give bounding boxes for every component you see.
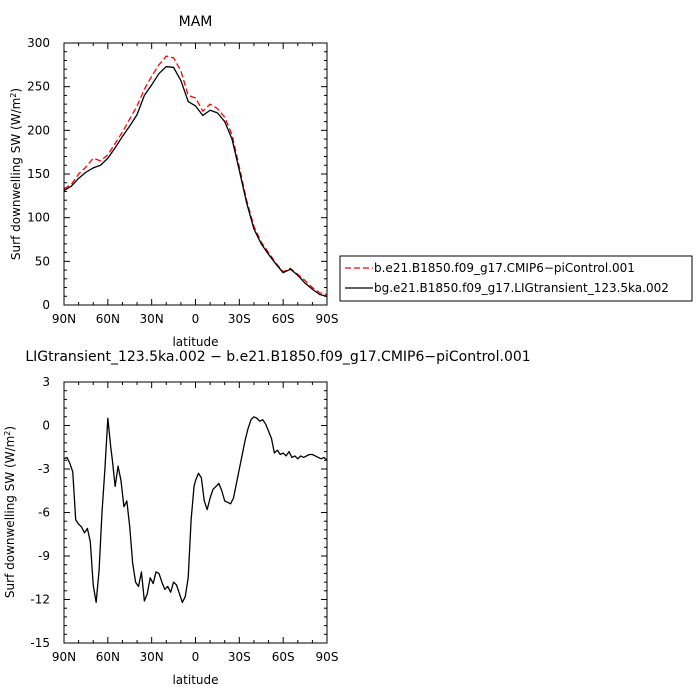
bottom-x-tick-label: 30N — [140, 650, 164, 664]
top-x-tick-label: 30S — [228, 312, 251, 326]
top-y-axis-label: Surf downwelling SW (W/m2) — [9, 88, 24, 260]
bottom-y-tick-label: 0 — [42, 419, 50, 433]
top-y-tick-label: 150 — [27, 167, 50, 181]
bottom-panel-title: LIGtransient_123.5ka.002 − b.e21.B1850.f… — [25, 349, 530, 365]
legend-label-series-2: bg.e21.B1850.f09_g17.LIGtransient_123.5k… — [374, 281, 669, 295]
top-x-axis-label: latitude — [172, 335, 218, 349]
top-x-tick-label: 30N — [140, 312, 164, 326]
bottom-x-tick-label: 60S — [272, 650, 295, 664]
bottom-x-tick-label: 30S — [228, 650, 251, 664]
bottom-y-tick-label: -12 — [30, 593, 50, 607]
bottom-plot-frame — [63, 381, 328, 644]
top-x-tick-label: 60S — [272, 312, 295, 326]
legend-box — [339, 255, 693, 302]
bottom-y-tick-label: -15 — [30, 636, 50, 650]
bottom-panel: LIGtransient_123.5ka.002 − b.e21.B1850.f… — [3, 349, 531, 687]
top-y-tick-label: 100 — [27, 211, 50, 225]
bottom-x-tick-label: 90S — [316, 650, 339, 664]
top-x-tick-label: 60N — [96, 312, 120, 326]
top-y-tick-label: 250 — [27, 80, 50, 94]
bottom-y-tick-label: -3 — [38, 462, 50, 476]
legend-label-series-1: b.e21.B1850.f09_g17.CMIP6−piControl.001 — [374, 261, 635, 275]
bottom-x-axis-label: latitude — [172, 673, 218, 687]
legend: b.e21.B1850.f09_g17.CMIP6−piControl.001 … — [339, 255, 693, 302]
bottom-x-tick-label: 90N — [52, 650, 76, 664]
top-series-2-line — [63, 65, 328, 297]
bottom-plot-area: 90N 60N 30N 0 30S 60S 90S -15 -12 -9 -6 -3 0 3 — [30, 375, 338, 664]
bottom-y-tick-label: -6 — [38, 506, 50, 520]
top-plot-area: 90N 60N 30N 0 30S 60S 90S 0 50 100 150 200 250 300 — [27, 36, 338, 326]
bottom-x-tick-label: 60N — [96, 650, 120, 664]
top-series-1-line — [63, 55, 328, 296]
top-panel: MAM 90N 60N 30N 0 30S 60S 90S 0 50 100 150 200 250 30… — [9, 14, 339, 349]
top-plot-frame — [63, 42, 328, 306]
bottom-x-tick-label: 0 — [192, 650, 200, 664]
bottom-y-tick-label: 3 — [42, 375, 50, 389]
top-x-tick-label: 0 — [192, 312, 200, 326]
top-y-tick-label: 0 — [42, 298, 50, 312]
top-y-tick-label: 300 — [27, 36, 50, 50]
bottom-y-tick-label: -9 — [38, 549, 50, 563]
bottom-y-axis-label: Surf downwelling SW (W/m2) — [3, 426, 18, 598]
top-y-tick-label: 50 — [35, 254, 50, 268]
top-panel-title: MAM — [179, 14, 213, 30]
top-y-tick-label: 200 — [27, 123, 50, 137]
bottom-series-1-line — [63, 416, 328, 604]
top-x-tick-label: 90N — [52, 312, 76, 326]
top-x-tick-label: 90S — [316, 312, 339, 326]
